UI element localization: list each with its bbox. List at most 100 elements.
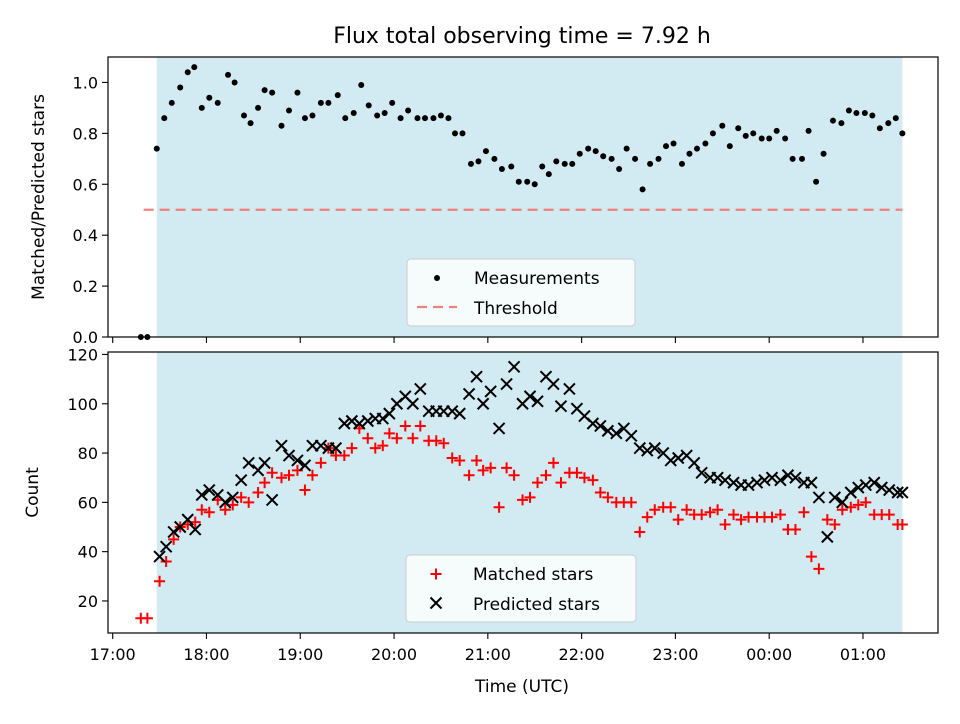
measurement-point	[309, 112, 316, 119]
y-tick-label: 120	[67, 345, 98, 364]
measurement-point	[693, 145, 700, 152]
matched-star-point	[477, 464, 489, 476]
measurement-point	[719, 122, 726, 129]
matched-star-point	[524, 491, 536, 503]
matched-star-point	[154, 575, 166, 587]
panel-counts: 20 40 60 80 100 120 17:00 18:00 19:00 20:00 21:00…	[23, 345, 939, 664]
predicted-star-point	[805, 476, 818, 489]
matched-star-point	[446, 452, 458, 464]
predicted-star-point	[242, 456, 255, 470]
legend-label-matched: Matched stars	[473, 565, 593, 585]
legend-top: Measurements Threshold	[406, 258, 636, 327]
measurement-point	[381, 110, 388, 116]
measurement-point	[374, 112, 381, 119]
measurement-point	[325, 99, 332, 106]
matched-star-point	[493, 501, 505, 513]
matched-star-point	[547, 457, 559, 469]
measurement-point	[799, 155, 806, 162]
measurement-point	[758, 135, 765, 142]
matched-star-point	[338, 450, 350, 462]
matched-star-point	[571, 467, 583, 479]
matched-star-point	[704, 506, 716, 518]
matched-star-point	[578, 472, 590, 484]
matched-star-point	[634, 526, 646, 538]
predicted-star-point	[774, 473, 787, 487]
matched-star-point	[774, 509, 786, 521]
matched-star-point	[377, 440, 389, 452]
matched-star-point	[681, 504, 693, 516]
predicted-star-point	[523, 390, 537, 403]
measurement-point	[255, 104, 262, 111]
panel-ratio: 0.0 0.2 0.4 0.6 0.8 1.0 Matched/Predicted sta…	[29, 56, 939, 347]
measurement-point	[670, 140, 677, 147]
measurement-point	[524, 178, 531, 185]
measurement-point	[342, 115, 349, 122]
matched-star-point	[315, 457, 327, 469]
x-tick-label: 19:00	[277, 645, 323, 664]
measurement-point	[161, 115, 168, 122]
predicted-star-point	[625, 429, 638, 443]
matched-star-point	[829, 519, 841, 531]
measurement-point	[569, 160, 576, 167]
matched-star-point	[306, 469, 318, 481]
y-tick-label: 0.4	[73, 226, 98, 245]
predicted-star-point	[414, 382, 427, 396]
y-tick-label: 0.0	[73, 328, 98, 347]
matched-star-point	[346, 442, 358, 454]
measurement-point	[592, 148, 599, 155]
matched-star-point	[517, 494, 529, 506]
measurement-point	[531, 181, 538, 188]
measurement-point	[686, 150, 693, 157]
measurement-point	[585, 145, 592, 152]
predicted-star-point	[844, 486, 857, 499]
predicted-star-point	[275, 439, 288, 452]
chart-title: Flux total observing time = 7.92 h	[333, 24, 711, 49]
x-tick-label: 17:00	[90, 645, 136, 664]
measurement-point	[782, 135, 789, 142]
measurement-point	[853, 110, 860, 116]
matched-star-point	[252, 487, 264, 498]
matched-star-point	[414, 420, 426, 432]
predicted-star-point	[758, 473, 771, 487]
measurement-point	[334, 92, 341, 99]
matched-star-point	[430, 435, 442, 447]
predicted-star-point	[554, 400, 568, 413]
matched-star-point	[896, 519, 908, 531]
legend-marker-measurements	[434, 275, 440, 281]
predicted-star-point	[226, 491, 239, 504]
matched-star-point	[168, 533, 180, 545]
measurement-point	[678, 160, 685, 167]
matched-star-point	[672, 514, 684, 526]
predicted-star-point	[314, 439, 328, 452]
axes-frame-top	[107, 56, 939, 338]
predicted-star-point	[361, 414, 374, 428]
measurement-point	[655, 155, 662, 162]
measurement-point	[206, 94, 213, 101]
measurement-point	[545, 171, 552, 178]
measurement-point	[184, 69, 191, 76]
matched-star-point	[391, 432, 403, 444]
measurement-point	[231, 79, 238, 86]
matched-star-point	[821, 514, 833, 526]
predicted-star-point	[470, 370, 483, 383]
measurement-point	[608, 155, 615, 162]
measurement-point	[647, 160, 654, 167]
measurement-point	[177, 84, 184, 91]
legend-bottom: Matched stars Predicted stars	[405, 554, 637, 623]
measurement-point	[515, 178, 522, 185]
predicted-star-point	[484, 385, 497, 398]
predicted-star-point	[896, 486, 909, 499]
y-tick-label: 100	[67, 395, 98, 414]
predicted-star-point	[159, 540, 173, 553]
predicted-star-point	[329, 441, 343, 455]
x-tick-label: 21:00	[465, 645, 511, 664]
matched-star-point	[641, 511, 653, 523]
predicted-star-point	[563, 382, 576, 396]
measurement-point	[459, 130, 466, 137]
matched-star-point	[283, 469, 295, 481]
measurement-point	[286, 107, 293, 114]
measurement-point	[702, 140, 709, 147]
matched-star-point	[463, 469, 475, 481]
measurement-point	[632, 155, 639, 162]
matched-star-point	[276, 472, 288, 484]
